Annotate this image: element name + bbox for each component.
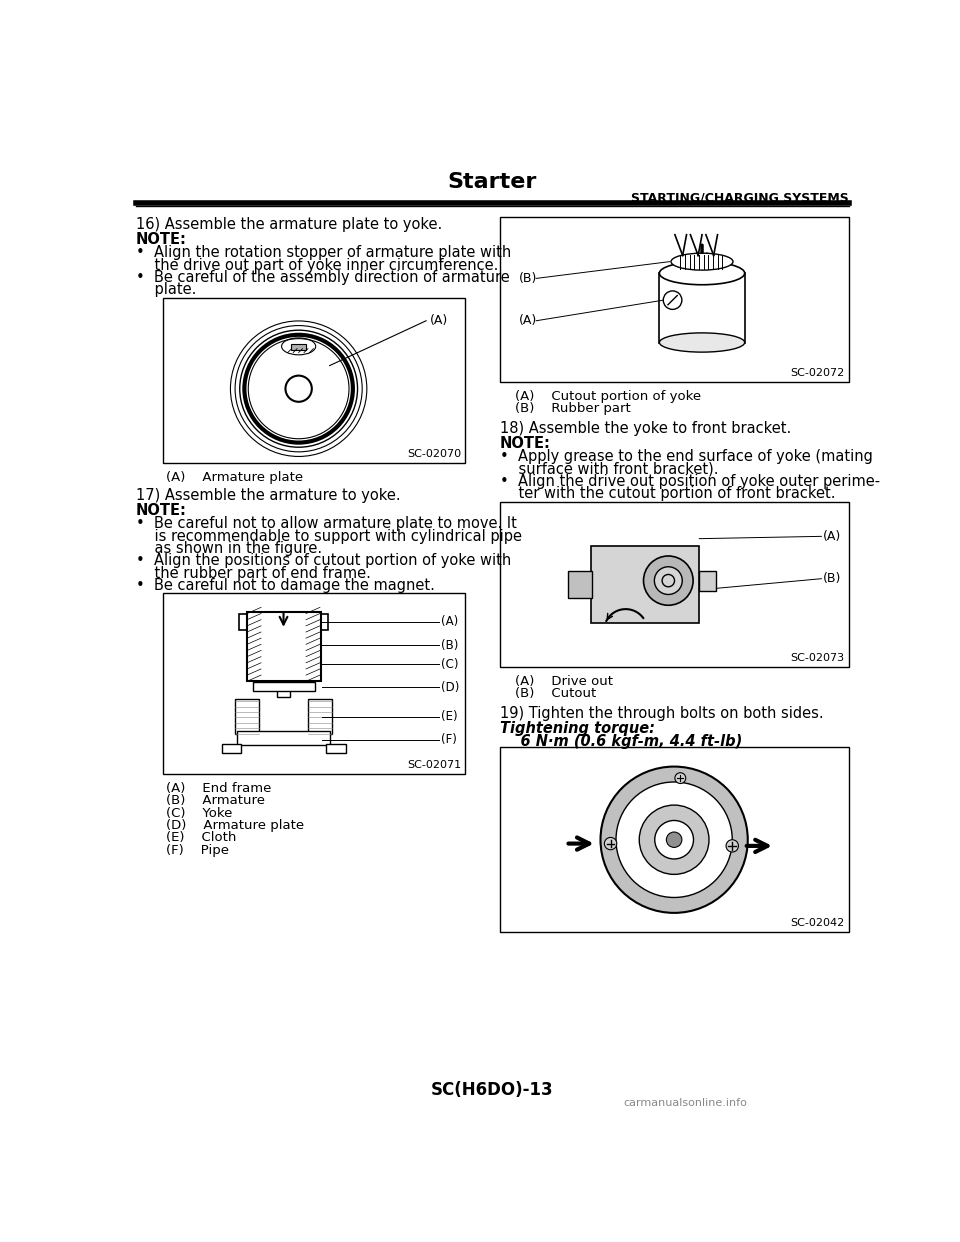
Ellipse shape [660,333,745,353]
Text: plate.: plate. [135,282,196,297]
Text: (E): (E) [441,710,458,723]
Bar [500,217,849,383]
Text: NOTE:: NOTE: [135,503,186,518]
Circle shape [245,335,353,442]
Bar [235,699,259,734]
Text: SC-02071: SC-02071 [407,760,461,770]
Text: SC-02072: SC-02072 [790,369,845,379]
Text: (B)    Rubber part: (B) Rubber part [516,402,631,415]
Text: (B): (B) [441,638,458,652]
Text: SC-02073: SC-02073 [790,653,845,663]
Circle shape [605,837,616,850]
Text: •  Apply grease to the end surface of yoke (mating: • Apply grease to the end surface of yok… [500,450,873,465]
Text: •  Be careful not to damage the magnet.: • Be careful not to damage the magnet. [135,578,434,592]
Bar [326,744,346,753]
Text: (A): (A) [519,314,538,327]
Circle shape [675,773,685,784]
Bar [239,615,328,630]
Text: carmanualsonline.info: carmanualsonline.info [624,1098,748,1108]
Text: (A): (A) [441,616,458,628]
Text: the drive out part of yoke inner circumference.: the drive out part of yoke inner circumf… [135,257,498,272]
Text: (F): (F) [441,733,457,746]
Bar [252,682,315,692]
Text: 18) Assemble the yoke to front bracket.: 18) Assemble the yoke to front bracket. [500,421,791,436]
Text: the rubber part of end frame.: the rubber part of end frame. [135,565,371,580]
Text: (C)    Yoke: (C) Yoke [166,806,233,820]
Circle shape [666,832,682,847]
Text: 16) Assemble the armature plate to yoke.: 16) Assemble the armature plate to yoke. [135,217,442,232]
Text: Starter: Starter [447,173,537,193]
Bar [567,570,592,599]
Text: (A)    Cutout portion of yoke: (A) Cutout portion of yoke [516,390,702,404]
Bar [699,571,716,591]
Bar [590,546,699,623]
Bar [500,748,849,933]
Circle shape [726,840,738,852]
Circle shape [639,805,709,874]
Circle shape [240,330,357,447]
Bar [162,594,465,774]
Circle shape [655,566,683,595]
Text: Tightening torque:: Tightening torque: [500,722,655,737]
Text: NOTE:: NOTE: [500,436,551,451]
Bar [237,732,330,745]
Text: •  Align the rotation stopper of armature plate with: • Align the rotation stopper of armature… [135,245,511,261]
Text: is recommendable to support with cylindrical pipe: is recommendable to support with cylindr… [135,529,521,544]
Bar [308,699,331,734]
Bar [247,612,321,682]
Text: •  Be careful of the assembly direction of armature: • Be careful of the assembly direction o… [135,270,509,284]
Text: 19) Tighten the through bolts on both sides.: 19) Tighten the through bolts on both si… [500,705,824,720]
Text: (D)    Armature plate: (D) Armature plate [166,818,304,832]
Text: 17) Assemble the armature to yoke.: 17) Assemble the armature to yoke. [135,488,400,503]
Text: •  Align the positions of cutout portion of yoke with: • Align the positions of cutout portion … [135,553,511,569]
Text: NOTE:: NOTE: [135,232,186,247]
Text: (F)    Pipe: (F) Pipe [166,843,229,857]
Text: (E)    Cloth: (E) Cloth [166,831,237,845]
Text: (C): (C) [441,658,458,671]
Text: as shown in the figure.: as shown in the figure. [135,542,322,556]
Text: SC(H6DO)-13: SC(H6DO)-13 [431,1081,553,1099]
Text: (B)    Armature: (B) Armature [166,795,266,807]
Circle shape [601,766,748,913]
Bar [162,298,465,463]
Text: (A)    End frame: (A) End frame [166,782,272,795]
Circle shape [655,821,693,859]
Text: (B): (B) [519,272,538,284]
Text: (A)    Armature plate: (A) Armature plate [166,471,303,484]
Text: (D): (D) [441,681,459,694]
Bar [268,631,299,682]
Bar [500,502,849,667]
Circle shape [249,339,349,438]
Text: SC-02070: SC-02070 [407,450,461,460]
Text: •  Align the drive out position of yoke outer perime-: • Align the drive out position of yoke o… [500,474,880,489]
Circle shape [616,782,732,898]
Text: SC-02042: SC-02042 [790,918,845,928]
Text: (B)    Cutout: (B) Cutout [516,687,596,700]
Text: 6 N·m (0.6 kgf-m, 4.4 ft-lb): 6 N·m (0.6 kgf-m, 4.4 ft-lb) [500,734,742,749]
Bar [222,744,241,753]
Text: ter with the cutout portion of front bracket.: ter with the cutout portion of front bra… [500,487,835,502]
Text: (A)    Drive out: (A) Drive out [516,674,613,688]
Text: (B): (B) [823,573,841,585]
Text: •  Be careful not to allow armature plate to move. It: • Be careful not to allow armature plate… [135,517,516,532]
Text: STARTING/CHARGING SYSTEMS: STARTING/CHARGING SYSTEMS [631,191,849,205]
Circle shape [643,556,693,605]
Ellipse shape [671,253,733,270]
Bar [291,344,306,350]
Text: (A): (A) [823,530,841,543]
Bar [277,679,290,697]
Text: surface with front bracket).: surface with front bracket). [500,462,718,477]
Text: (A): (A) [430,314,448,327]
